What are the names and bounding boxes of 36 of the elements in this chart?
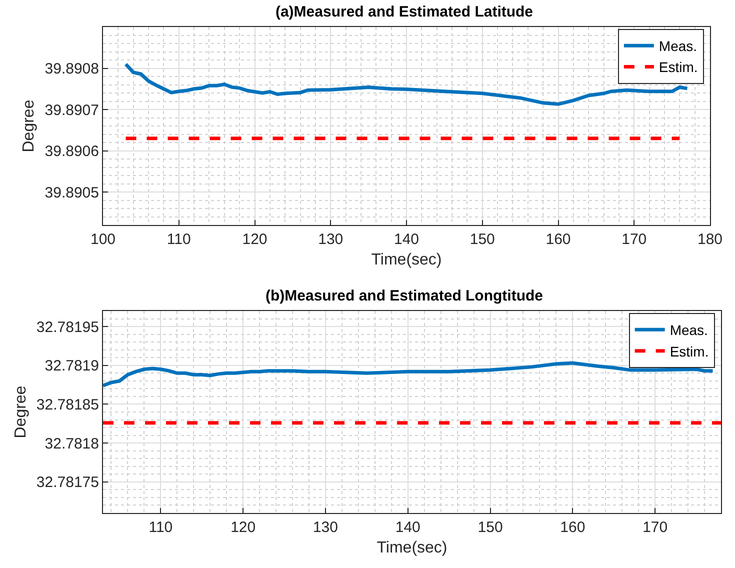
y-tick-label: 32.7819 <box>44 358 99 375</box>
x-tick-label: 100 <box>90 231 116 248</box>
x-axis-title: Time(sec) <box>376 540 448 557</box>
y-tick-label: 32.78185 <box>36 396 99 414</box>
x-tick-label: 180 <box>697 231 723 248</box>
x-tick-label: 110 <box>148 519 173 536</box>
x-tick-label: 160 <box>560 519 586 536</box>
y-tick-label: 39.8906 <box>44 143 99 160</box>
x-tick-label: 130 <box>318 231 344 248</box>
chart-title: (b)Measured and Estimated Longtitude <box>265 288 544 304</box>
x-tick-label: 120 <box>242 231 268 248</box>
y-tick-label: 39.8905 <box>44 184 99 202</box>
x-tick-label: 170 <box>642 519 668 536</box>
legend-label: Meas. <box>658 38 698 54</box>
x-axis-title: Time(sec) <box>371 252 442 269</box>
x-tick-label: 110 <box>166 231 191 248</box>
x-tick-label: 130 <box>312 519 338 536</box>
x-tick-label: 150 <box>478 519 503 536</box>
x-tick-label: 170 <box>622 231 647 248</box>
y-tick-label: 32.7818 <box>44 435 99 452</box>
y-tick-label: 32.78195 <box>36 318 99 336</box>
y-tick-label: 32.78175 <box>36 474 99 492</box>
x-tick-label: 140 <box>394 231 420 248</box>
legend-label: Estim. <box>670 343 709 360</box>
y-tick-label: 39.8908 <box>44 60 99 78</box>
legend-label: Meas. <box>670 322 708 338</box>
x-tick-label: 120 <box>230 519 256 536</box>
chart-title: (a)Measured and Estimated Latitude <box>275 4 534 20</box>
line-series <box>103 361 715 388</box>
y-tick-label: 39.8907 <box>44 102 99 119</box>
y-axis-title: Degree <box>20 100 38 152</box>
legend-label: Estim. <box>658 59 698 76</box>
x-tick-label: 150 <box>470 231 495 248</box>
x-tick-label: 160 <box>546 231 571 248</box>
x-tick-label: 140 <box>395 519 420 536</box>
y-axis-title: Degree <box>12 386 30 438</box>
